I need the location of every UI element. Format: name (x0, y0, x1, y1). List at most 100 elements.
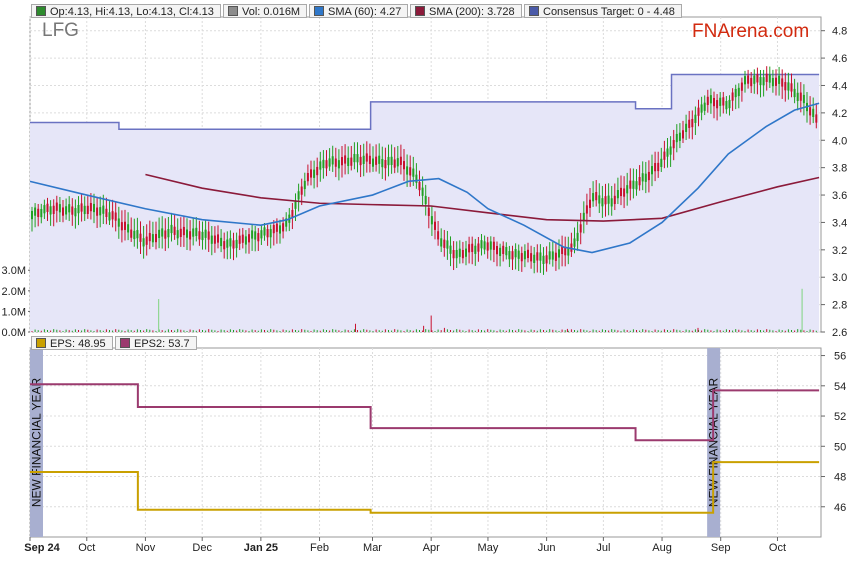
candle-body (275, 223, 278, 232)
candle-body (83, 205, 86, 215)
candle-body (542, 255, 545, 264)
candle-body (337, 160, 340, 169)
candle-body (610, 198, 613, 207)
eps-series-line (30, 383, 820, 442)
candle-body (551, 251, 554, 260)
candle-body (409, 167, 412, 176)
candle-body (527, 249, 529, 259)
time-axis-label: Feb (310, 542, 329, 554)
candle-body (654, 163, 657, 172)
candle-body (232, 240, 235, 249)
candle-body (598, 195, 601, 204)
candle-body (217, 234, 219, 243)
candle-body (641, 173, 644, 182)
candle-body (164, 230, 167, 239)
brand-logo[interactable]: FNArena.com (692, 21, 810, 42)
time-axis-label: Oct (769, 542, 786, 554)
candle-body (186, 229, 188, 238)
candle-body (784, 82, 787, 91)
candle-body (124, 221, 126, 230)
candle-body (161, 228, 164, 237)
candle-body (52, 205, 55, 214)
candle-body (257, 233, 260, 242)
candle-body (167, 229, 170, 238)
candle-body (799, 92, 802, 101)
legend-swatch (415, 6, 425, 16)
candle-body (635, 181, 638, 190)
candle-body (483, 241, 486, 250)
candle-body (266, 229, 269, 238)
candle-body (616, 190, 619, 199)
new-financial-year-label: NEW FINANCIAL YEAR (30, 377, 44, 507)
candle-body (31, 210, 33, 220)
candle-body (815, 114, 818, 123)
candle-body (368, 155, 371, 164)
eps-axis-label: 46 (834, 502, 846, 514)
candle-body (461, 249, 464, 259)
candle-body (182, 226, 185, 236)
candle-body (530, 253, 533, 262)
candle-body (458, 248, 461, 257)
candle-body (604, 196, 607, 205)
volume-axis-label: 1.0M (2, 306, 26, 318)
candle-body (294, 200, 297, 209)
time-axis-label: Nov (136, 542, 156, 554)
legend-item: SMA (200): 3.728 (410, 4, 522, 18)
candle-body (455, 249, 458, 259)
consensus-target-line (30, 73, 820, 131)
candle-body (750, 77, 753, 87)
candle-body (331, 156, 334, 165)
candle-body (787, 82, 790, 91)
candle-body (499, 247, 502, 257)
eps-axis-label: 56 (834, 351, 846, 363)
candle-body (62, 207, 64, 216)
candle-body (430, 216, 433, 225)
candle-body (176, 230, 179, 239)
candle-body (151, 234, 154, 243)
price-axis-label: 4.8 (832, 26, 847, 38)
candle-body (46, 203, 49, 212)
candle-body (511, 251, 514, 260)
legend-text: Op:4.13, Hi:4.13, Lo:4.13, Cl:4.13 (50, 6, 214, 18)
candle-body (251, 230, 254, 239)
candle-body (344, 155, 347, 164)
candle-body (210, 235, 213, 244)
candle-body (477, 243, 480, 252)
price-axis-label: 3.0 (832, 272, 847, 284)
candle-body (403, 161, 405, 170)
eps-series-line (30, 461, 820, 514)
candle-body (325, 160, 328, 169)
consensus-target-area (30, 74, 820, 333)
candle-body (241, 234, 244, 243)
candle-body (387, 156, 390, 166)
candle-body (238, 235, 241, 244)
candle-body (74, 208, 77, 217)
candle-body (753, 75, 756, 84)
candle-body (657, 162, 660, 172)
candle-body (728, 99, 731, 109)
candle-body (316, 166, 319, 176)
volume-axis-label: 3.0M (2, 265, 26, 277)
legend-swatch (228, 6, 238, 16)
candle-body (471, 243, 474, 252)
candle-body (663, 151, 666, 160)
candle-body (68, 204, 71, 213)
candle-body (263, 227, 266, 236)
candle-body (607, 195, 610, 204)
candle-body (492, 241, 495, 250)
candle-body (691, 118, 694, 128)
eps-axis-label: 52 (834, 411, 846, 423)
candle-body (424, 195, 427, 205)
candle-body (802, 94, 805, 104)
candle-body (418, 181, 421, 191)
candle-body (706, 96, 709, 106)
candle-body (396, 158, 399, 167)
legend-item: SMA (60): 4.27 (309, 4, 409, 18)
candle-body (737, 87, 740, 97)
candle-body (406, 166, 409, 175)
candle-body (570, 243, 573, 252)
candle-body (378, 155, 381, 164)
price-axis-label: 4.0 (832, 135, 847, 147)
candle-body (77, 204, 80, 214)
price-axis-label: 4.2 (832, 108, 847, 120)
